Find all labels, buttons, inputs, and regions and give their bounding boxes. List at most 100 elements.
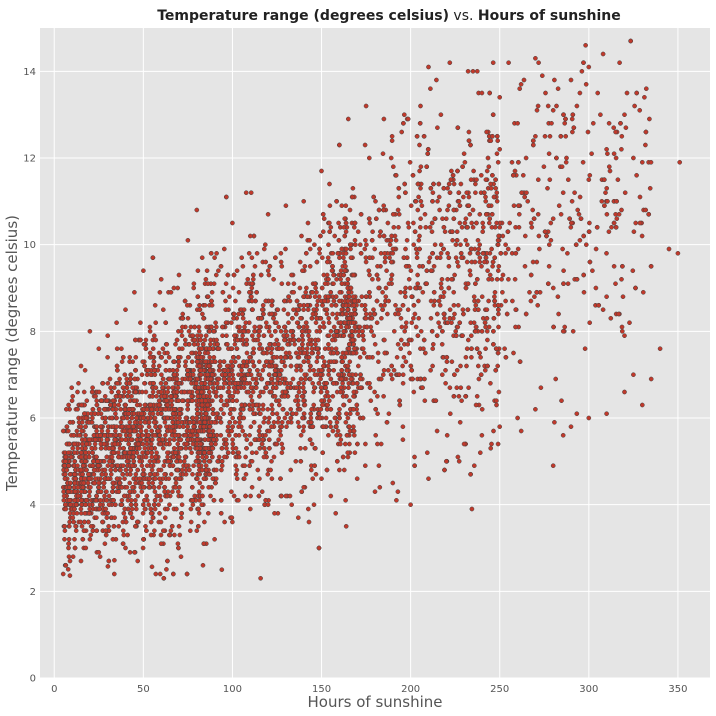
data-point [221, 380, 227, 386]
data-point [147, 328, 153, 334]
data-point [78, 450, 84, 456]
data-point [345, 415, 351, 421]
data-point [383, 294, 389, 300]
data-point [489, 441, 494, 447]
data-point [266, 272, 272, 278]
data-point [132, 419, 138, 425]
data-point [302, 402, 308, 408]
data-point [339, 307, 345, 313]
data-point [390, 164, 396, 170]
data-point [517, 86, 523, 92]
data-point [113, 393, 119, 399]
data-point [120, 528, 126, 534]
data-point [85, 480, 91, 486]
data-point [199, 389, 205, 395]
data-point [125, 532, 130, 538]
data-point [512, 168, 518, 174]
data-point [183, 445, 189, 451]
data-point [587, 320, 593, 326]
data-point [428, 315, 434, 321]
data-point [245, 372, 251, 378]
data-point [301, 424, 307, 430]
data-point [246, 389, 251, 395]
data-point [325, 393, 331, 399]
data-point [171, 445, 177, 451]
data-point [113, 411, 118, 417]
data-point [438, 281, 444, 287]
data-point [140, 450, 145, 456]
data-point [553, 376, 559, 382]
chart-title-part2: Hours of sunshine [478, 8, 621, 24]
data-point [402, 181, 408, 187]
data-point [619, 324, 625, 330]
data-point [202, 302, 208, 308]
data-point [383, 285, 389, 291]
data-point [482, 367, 488, 373]
data-point [428, 298, 434, 304]
data-point [329, 302, 335, 308]
data-point [234, 467, 240, 473]
data-point [335, 250, 341, 256]
data-point [446, 181, 452, 187]
grid-lines [40, 28, 710, 679]
data-point [232, 333, 237, 339]
data-point [342, 216, 348, 222]
data-point [643, 86, 649, 92]
data-point [303, 320, 309, 326]
data-point [285, 385, 290, 391]
data-point [102, 393, 108, 399]
data-point [598, 112, 603, 118]
data-point [241, 359, 246, 365]
data-point [347, 359, 353, 365]
data-point [152, 454, 158, 460]
data-point [443, 367, 448, 373]
data-point [67, 484, 72, 490]
data-point [439, 372, 445, 378]
data-point [328, 424, 334, 430]
data-point [451, 216, 457, 222]
data-point [395, 207, 401, 213]
data-point [133, 367, 138, 373]
data-point [297, 259, 303, 265]
data-point [556, 203, 562, 209]
data-point [174, 389, 180, 395]
data-point [126, 389, 132, 395]
data-point [179, 515, 184, 521]
data-point [72, 497, 78, 503]
data-point [175, 354, 181, 360]
data-point [251, 411, 256, 417]
data-point [369, 237, 375, 243]
data-point [70, 515, 76, 521]
data-point [210, 476, 216, 482]
data-point [418, 328, 424, 334]
data-point [252, 263, 258, 269]
data-point [334, 432, 339, 438]
data-point [223, 298, 228, 304]
data-point [181, 458, 187, 464]
data-point [257, 424, 263, 430]
data-point [196, 489, 202, 495]
data-point [296, 424, 302, 430]
data-point [70, 393, 76, 399]
data-point [405, 307, 411, 313]
data-point [522, 263, 528, 269]
data-point [300, 385, 306, 391]
data-point [574, 411, 580, 417]
data-point [262, 415, 268, 421]
data-point [560, 432, 566, 438]
data-point [384, 268, 389, 274]
data-point [177, 532, 183, 538]
data-point [416, 237, 422, 243]
data-point [456, 198, 462, 204]
data-point [299, 393, 305, 399]
data-point [630, 268, 636, 274]
data-point [385, 311, 390, 317]
data-point [173, 341, 178, 347]
data-point [127, 471, 133, 477]
data-point [485, 268, 490, 274]
data-point [505, 229, 511, 235]
data-point [613, 281, 618, 287]
data-point [328, 224, 334, 230]
data-point [155, 428, 161, 434]
data-point [261, 311, 266, 317]
